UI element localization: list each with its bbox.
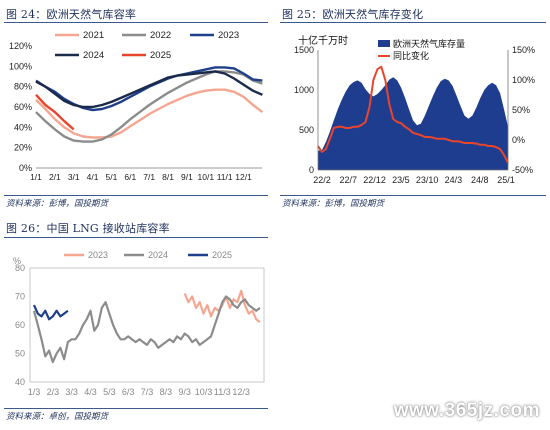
legend-label-2025: 2025 xyxy=(212,250,232,260)
title-divider xyxy=(4,237,268,238)
x-tick-label: 8/3 xyxy=(160,387,173,397)
y-left-tick-label: 0 xyxy=(309,165,314,175)
x-tick-label: 3/3 xyxy=(65,387,78,397)
series-area-storage xyxy=(318,77,508,170)
y-tick-label: 40% xyxy=(14,122,32,132)
x-tick-label: 1/3 xyxy=(28,387,41,397)
y-tick-label: 0% xyxy=(19,163,32,173)
y-tick-label: 120% xyxy=(9,41,32,51)
x-tick-label: 6/3 xyxy=(122,387,135,397)
chart-title: 图 26：中国 LNG 接收站库容率 xyxy=(6,222,170,235)
x-tick-label: 10/1 xyxy=(198,172,215,182)
y-tick-label: 60 xyxy=(15,320,25,330)
legend-label-2024: 2024 xyxy=(148,250,168,260)
y-tick-label: 20% xyxy=(14,143,32,153)
x-tick-label: 4/1 xyxy=(87,172,99,182)
x-tick-label: 23/10 xyxy=(416,175,439,185)
series-line-2024 xyxy=(32,295,261,364)
y-right-tick-label: 0% xyxy=(512,135,525,145)
series-line-2024 xyxy=(35,70,263,109)
series-line-2025 xyxy=(35,93,75,131)
legend-label-2024: 2024 xyxy=(83,50,104,61)
chart-source: 资料来源：卓创，国投期货 xyxy=(6,412,109,422)
y-right-tick-label: 150% xyxy=(512,45,535,55)
chart-title: 图 25：欧洲天然气库存变化 xyxy=(282,8,424,21)
series-line-yoy xyxy=(317,65,509,164)
chart-source: 资料来源：彭博，国投期货 xyxy=(6,199,109,209)
y-tick-label: 60% xyxy=(14,102,32,112)
x-tick-label: 1/1 xyxy=(30,172,42,182)
source-divider xyxy=(4,195,268,196)
x-tick-label: 8/1 xyxy=(162,172,174,182)
y-left-tick-label: 1500 xyxy=(294,45,314,55)
legend-label-2022: 2022 xyxy=(150,30,171,41)
x-tick-label: 25/1 xyxy=(497,175,515,185)
x-tick-label: 24/8 xyxy=(471,175,489,185)
plot-frame xyxy=(29,267,265,383)
x-tick-label: 12/3 xyxy=(232,387,250,397)
series-line-2021 xyxy=(35,88,264,139)
x-tick-label: 10/3 xyxy=(195,387,213,397)
series-line-2023 xyxy=(35,66,263,112)
x-tick-label: 7/1 xyxy=(143,172,155,182)
series-line-2023 xyxy=(183,289,261,323)
legend-label-2023: 2023 xyxy=(218,30,239,41)
y-tick-label: 50 xyxy=(15,349,25,359)
watermark: www.365jz.com xyxy=(393,400,540,421)
y-right-tick-label: 50% xyxy=(512,105,530,115)
x-tick-label: 2/1 xyxy=(49,172,61,182)
x-tick-label: 11/1 xyxy=(217,172,233,182)
x-tick-label: 22/12 xyxy=(363,175,386,185)
x-tick-label: 7/3 xyxy=(141,387,154,397)
x-tick-label: 5/1 xyxy=(106,172,118,182)
unit-label: 十亿千万时 xyxy=(298,34,348,47)
title-divider xyxy=(4,22,268,23)
y-left-tick-label: 1000 xyxy=(294,85,314,95)
legend-label-2023: 2023 xyxy=(88,250,108,260)
source-divider xyxy=(4,408,268,409)
legend-label-2021: 2021 xyxy=(83,30,104,41)
chart-title: 图 24：欧洲天然气库容率 xyxy=(6,8,137,21)
x-tick-label: 2/3 xyxy=(47,387,60,397)
x-tick-label: 9/1 xyxy=(181,172,193,182)
y-tick-label: 80 xyxy=(15,263,25,273)
y-right-tick-label: 100% xyxy=(512,75,535,85)
x-tick-label: 22/2 xyxy=(313,175,331,185)
x-tick-label: 24/3 xyxy=(445,175,463,185)
legend-label-yoy: 同比变化 xyxy=(393,50,429,61)
source-divider xyxy=(280,195,546,196)
series-line-2025 xyxy=(32,304,69,321)
chart-source: 资料来源：彭博，国投期货 xyxy=(282,199,385,209)
y-tick-label: 80% xyxy=(14,82,32,92)
x-tick-label: 12/1 xyxy=(235,172,252,182)
y-tick-label: 40 xyxy=(15,377,25,387)
y-tick-label: 100% xyxy=(9,61,32,71)
x-tick-label: 9/3 xyxy=(178,387,191,397)
x-tick-label: 23/5 xyxy=(392,175,410,185)
y-right-tick-label: -50% xyxy=(512,165,533,175)
y-left-tick-label: 500 xyxy=(299,125,314,135)
x-tick-label: 3/1 xyxy=(68,172,80,182)
legend-label-storage: 欧洲天然气库存量 xyxy=(393,38,465,49)
unit-label: % xyxy=(13,256,21,266)
x-tick-label: 5/3 xyxy=(103,387,116,397)
x-tick-label: 6/1 xyxy=(124,172,136,182)
x-tick-label: 4/3 xyxy=(84,387,97,397)
y-tick-label: 70 xyxy=(15,292,25,302)
legend-label-2025: 2025 xyxy=(150,50,171,61)
legend-swatch-storage xyxy=(378,40,390,47)
x-tick-label: 11/3 xyxy=(214,387,231,397)
x-tick-label: 22/7 xyxy=(340,175,358,185)
title-divider xyxy=(280,22,546,23)
series-line-2022 xyxy=(35,70,263,143)
